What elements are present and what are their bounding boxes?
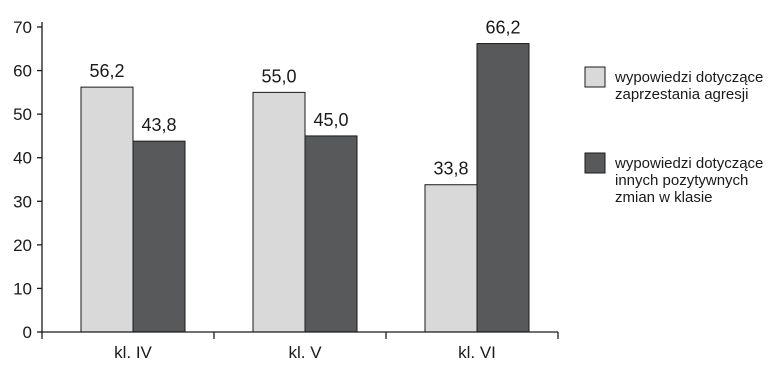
legend-swatch-series-1: [584, 66, 606, 88]
legend-label-series-2: zmian w klasie: [615, 189, 713, 206]
data-label-series-2-cat-2: 45,0: [313, 110, 348, 130]
y-tick-label: 70: [13, 18, 32, 37]
data-label-series-1-cat-3: 33,8: [433, 159, 468, 179]
legend-label-series-1: wypowiedzi dotyczące: [614, 69, 763, 86]
bar-series-2-cat-1: [132, 140, 186, 333]
y-tick-label: 60: [13, 62, 32, 81]
legend-label-series-1: zaprzestania agresji: [615, 86, 748, 103]
axes-layer: 0 10 20 30 40 50 60 70 kl. IV kl. V kl. VI: [13, 18, 559, 362]
bar-series-2-cat-3: [476, 43, 530, 333]
legend-swatch-series-2: [584, 152, 606, 174]
labels-layer: 56,2 43,8 55,0 45,0 33,8 66,2: [89, 18, 520, 179]
y-tick-label: 10: [13, 279, 32, 298]
y-tick-label: 50: [13, 105, 32, 124]
x-category-label: kl. IV: [114, 343, 152, 362]
data-label-series-1-cat-2: 55,0: [261, 66, 296, 86]
data-label-series-2-cat-1: 43,8: [141, 115, 176, 135]
y-tick-label: 40: [13, 149, 32, 168]
bar-series-2-cat-2: [304, 135, 358, 333]
data-label-series-2-cat-3: 66,2: [485, 18, 520, 38]
bar-series-1-cat-2: [252, 91, 306, 333]
data-label-series-1-cat-1: 56,2: [89, 61, 124, 81]
x-category-label: kl. V: [288, 343, 322, 362]
bars-layer: [80, 43, 530, 333]
legend-label-series-2: wypowiedzi dotyczące: [614, 155, 763, 172]
bar-series-1-cat-1: [80, 86, 134, 333]
y-tick-label: 0: [23, 323, 32, 342]
bar-series-1-cat-3: [424, 184, 478, 333]
y-tick-label: 20: [13, 236, 32, 255]
x-category-label: kl. VI: [458, 343, 496, 362]
y-tick-label: 30: [13, 192, 32, 211]
legend-label-series-2: innych pozytywnych: [615, 172, 748, 189]
